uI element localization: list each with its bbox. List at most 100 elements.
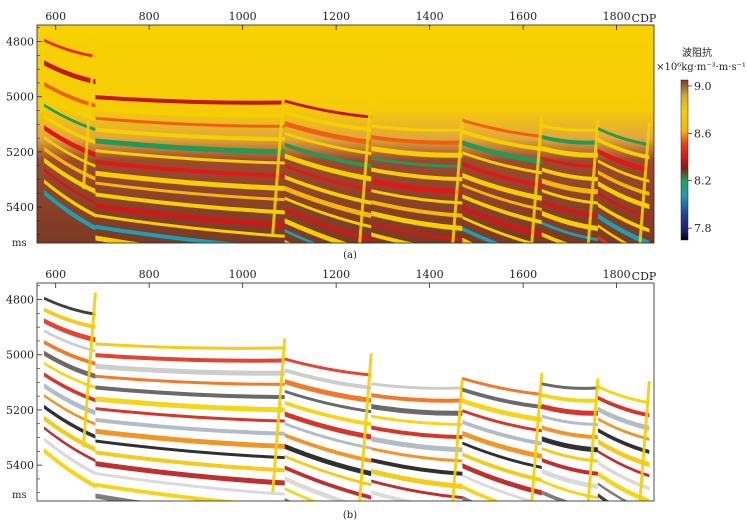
reflector-layer: [597, 170, 650, 196]
reflector-layer: [462, 441, 542, 470]
colorbar-tick-label: 9.0: [694, 80, 712, 93]
reflector-layer: [462, 183, 542, 212]
fault-line: [638, 122, 651, 243]
reflector-layer: [44, 339, 96, 366]
reflector-layer: [284, 422, 372, 450]
reflector-layer: [542, 512, 598, 525]
panel-a-axes: 600 800 1000 1200 1400 1600 1800 4800 5000 5200 54…: [6, 10, 631, 236]
reflector-layer: [371, 221, 463, 242]
reflector-layer: [462, 194, 542, 225]
x-tick-label: 1200: [322, 10, 350, 23]
panel-b-x-axis-label: CDP: [632, 270, 657, 283]
reflector-layer: [371, 403, 463, 416]
reflector-layer: [44, 393, 96, 426]
reflector-layer: [95, 159, 285, 178]
reflector-layer: [462, 237, 474, 243]
y-tick-label: 5400: [6, 201, 34, 214]
reflector-layer: [462, 517, 541, 525]
reflector-layer: [371, 210, 463, 231]
reflector-layer: [541, 457, 598, 476]
panel-b-reflection-layers: [44, 292, 651, 525]
reflector-layer: [597, 439, 650, 468]
reflector-layer: [371, 199, 463, 218]
x-tick-label: 600: [45, 268, 66, 281]
reflector-layer: [541, 403, 598, 416]
reflector-layer: [284, 497, 292, 501]
reflector-layer: [597, 127, 650, 147]
y-tick-label: 4800: [6, 294, 34, 307]
reflector-layer: [541, 189, 598, 205]
reflector-layer: [541, 414, 598, 426]
reflector-layer: [541, 156, 598, 168]
reflector-layer: [371, 382, 463, 390]
reflector-layer: [371, 414, 463, 426]
reflector-layer: [541, 178, 598, 195]
reflector-layer: [284, 153, 372, 182]
reflector-layer: [541, 425, 598, 440]
y-tick-label: 5200: [6, 146, 34, 159]
panel-b: 600 800 1000 1200 1400 1600 1800 4800 5000 5200 54…: [6, 268, 657, 525]
reflector-layer: [44, 437, 96, 476]
reflector-layer: [284, 411, 372, 440]
colorbar-title: 波阻抗: [682, 46, 712, 59]
panel-a-y-axis-unit: ms: [12, 238, 27, 249]
reflector-layer: [44, 49, 96, 71]
reflector-layer: [44, 92, 96, 121]
reflector-layer: [462, 463, 542, 496]
reflector-layer: [597, 191, 650, 220]
reflector-layer: [542, 254, 598, 278]
reflector-layer: [462, 172, 542, 201]
reflector-layer: [541, 199, 598, 218]
reflector-layer: [95, 407, 285, 423]
reflector-layer: [44, 447, 96, 489]
reflector-layer: [541, 479, 598, 500]
reflector-layer: [95, 181, 285, 202]
reflector-layer: [462, 398, 542, 423]
reflector-layer: [284, 110, 372, 132]
reflector-layer: [44, 426, 96, 463]
colorbar-tick-label: 8.6: [694, 127, 712, 140]
reflector-layer: [597, 235, 610, 243]
reflector-layer: [462, 140, 542, 165]
fault-line: [586, 120, 600, 243]
reflector-layer: [541, 447, 598, 463]
reflector-layer: [542, 501, 598, 525]
reflector-layer: [95, 428, 285, 449]
reflector-layer: [95, 138, 285, 155]
reflector-layer: [284, 185, 372, 219]
reflector-layer: [598, 504, 649, 525]
fault-line: [451, 378, 464, 501]
reflector-layer: [95, 213, 285, 238]
fault-line: [530, 114, 544, 243]
reflector-layer: [462, 506, 541, 525]
reflector-layer: [371, 393, 463, 403]
reflector-layer: [44, 329, 96, 353]
reflector-layer: [462, 387, 542, 410]
reflector-layer: [44, 404, 96, 439]
y-tick-label: 5200: [6, 404, 34, 417]
reflector-layer: [371, 436, 463, 453]
reflector-layer: [462, 420, 542, 446]
reflector-layer: [284, 433, 372, 463]
reflector-layer: [284, 465, 372, 500]
x-tick-label: 1800: [603, 268, 631, 281]
reflector-layer: [284, 357, 372, 377]
reflector-layer: [541, 124, 598, 132]
reflector-layer: [44, 350, 96, 379]
reflector-layer: [44, 81, 96, 108]
panel-b-y-axis-unit: ms: [12, 490, 27, 501]
fault-line: [586, 378, 600, 501]
reflector-layer: [284, 131, 372, 156]
reflector-layer: [284, 379, 372, 403]
reflector-layer: [541, 135, 598, 145]
fault-line: [81, 34, 97, 189]
x-tick-label: 1800: [603, 10, 631, 23]
reflector-layer: [462, 162, 542, 188]
y-tick-label: 5400: [6, 459, 34, 472]
reflector-layer: [95, 235, 144, 243]
reflector-layer: [44, 71, 96, 95]
reflector-layer: [284, 175, 372, 205]
fault-line: [358, 353, 373, 501]
